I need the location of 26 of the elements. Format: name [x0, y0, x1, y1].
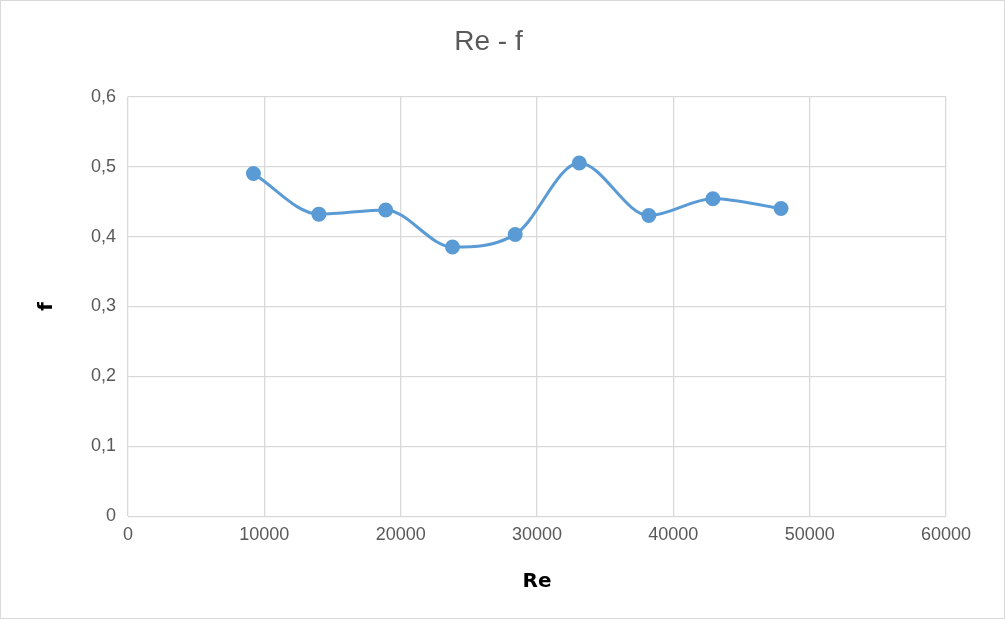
point — [245, 166, 261, 182]
chart-title: Re - f — [454, 24, 523, 56]
point — [571, 155, 587, 171]
point — [311, 206, 327, 222]
y-tick-label: 0,1 — [90, 435, 117, 456]
x-tick-label: 30000 — [511, 524, 563, 545]
y-tick-label: 0,5 — [90, 155, 117, 176]
x-tick-label: 40000 — [648, 524, 699, 545]
x-tick-label: 50000 — [784, 524, 835, 545]
point — [773, 201, 789, 217]
x-tick-label: 20000 — [375, 524, 426, 545]
x-tick-label: 10000 — [239, 524, 290, 545]
y-tick-label: 0 — [106, 505, 117, 526]
point — [378, 202, 394, 218]
point — [444, 239, 460, 255]
x-tick-label: 0 — [123, 524, 134, 545]
y-tick-label: 0,2 — [90, 365, 117, 386]
y-tick-label: 0,4 — [90, 225, 117, 246]
point — [705, 191, 721, 207]
y-axis-title: f — [33, 301, 58, 311]
point — [641, 208, 657, 224]
x-axis-title: Re — [522, 568, 552, 593]
x-tick-label: 60000 — [920, 524, 972, 545]
y-tick-label: 0,6 — [90, 85, 117, 106]
y-tick-label: 0,3 — [90, 295, 117, 316]
point — [507, 226, 523, 242]
